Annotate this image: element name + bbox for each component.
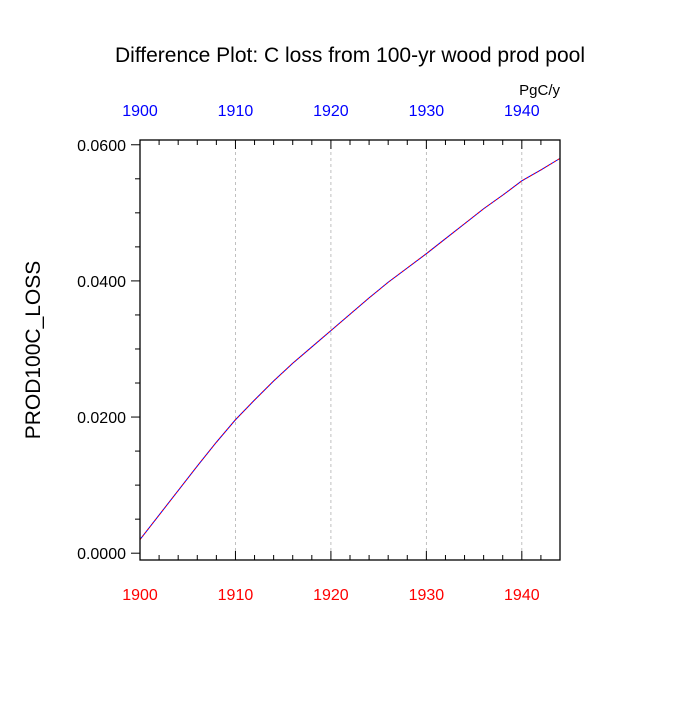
x-tick-label-top: 1930 [409,103,445,120]
tick-labels: 1900 1900 1910 1910 1920 1920 1930 1930 1940 1940… [77,103,540,604]
chart-title: Difference Plot: C loss from 100-yr wood… [115,44,585,67]
x-tick-label-bottom: 1940 [504,587,540,604]
series-line-solid [139,157,561,540]
x-tick-label-top: 1940 [504,103,540,120]
y-axis-title: PROD100C_LOSS [22,261,45,440]
x-tick-label-top: 1900 [122,103,158,120]
grid-lines [235,140,523,560]
y-tick-label: 0.0000 [77,546,126,563]
x-tick-label-bottom: 1900 [122,587,158,604]
y-tick-label: 0.0400 [77,274,126,291]
x-tick-label-top: 1910 [218,103,254,120]
x-tick-label-bottom: 1930 [409,587,445,604]
series-line-dashed [139,157,561,540]
axis-ticks [131,140,561,560]
series-group [139,157,561,540]
x-tick-label-bottom: 1920 [313,587,349,604]
x-tick-label-bottom: 1910 [218,587,254,604]
y-tick-label: 0.0200 [77,410,126,427]
y-tick-label: 0.0600 [77,138,126,155]
units-label: PgC/y [519,82,560,99]
plot-frame [139,139,561,561]
x-tick-label-top: 1920 [313,103,349,120]
